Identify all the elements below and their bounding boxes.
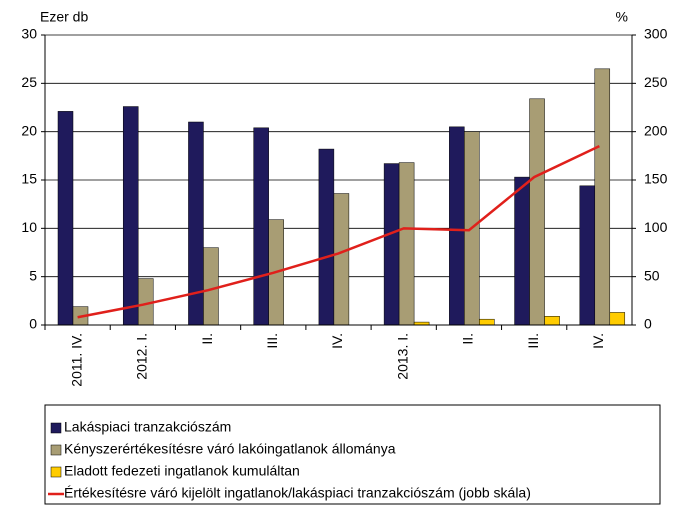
bar — [203, 247, 219, 326]
y2-tick-label: 100 — [644, 219, 668, 235]
bar — [333, 193, 350, 326]
bar — [579, 185, 596, 326]
y-tick-label: 0 — [29, 316, 37, 332]
y-axis-label: Ezer db — [40, 9, 88, 25]
bar — [253, 127, 269, 326]
x-tick-label: 2013. I. — [394, 333, 410, 380]
y2-axis-label: % — [616, 9, 628, 25]
x-tick-label: II. — [460, 333, 476, 345]
legend-label: Lakáspiaci tranzakciószám — [64, 419, 231, 435]
bar — [383, 163, 400, 326]
bar — [449, 126, 465, 326]
bar — [594, 68, 611, 326]
y2-tick-label: 150 — [644, 171, 668, 187]
x-tick-label: III. — [525, 333, 541, 349]
x-tick-label: III. — [264, 333, 280, 349]
y-tick-label: 15 — [21, 171, 37, 187]
legend-box — [44, 404, 661, 505]
bar — [57, 111, 74, 326]
bar — [122, 106, 139, 326]
legend-label: Kényszerértékesítésre váró lakóingatlano… — [64, 441, 396, 457]
x-tick-label: 2012. I. — [134, 333, 150, 380]
y2-tick-label: 300 — [644, 26, 668, 42]
bar — [544, 316, 560, 326]
y-tick-label: 20 — [21, 122, 37, 138]
bar — [318, 148, 335, 326]
legend-label: Eladott fedezeti ingatlanok kumuláltan — [64, 463, 300, 479]
bar — [398, 162, 415, 326]
legend-label: Értékesítésre váró kijelölt ingatlanok/l… — [64, 485, 531, 501]
x-tick-label: II. — [199, 333, 215, 345]
y2-tick-label: 50 — [644, 267, 660, 283]
line-series — [77, 145, 600, 319]
bar — [479, 318, 495, 326]
x-tick-label: IV. — [329, 333, 345, 349]
bar — [609, 312, 626, 326]
legend-marker — [50, 422, 62, 434]
y-tick-label: 25 — [21, 74, 37, 90]
y2-tick-label: 200 — [644, 122, 668, 138]
bar — [529, 98, 545, 326]
bar — [514, 176, 530, 326]
y2-tick-label: 250 — [644, 74, 668, 90]
y-tick-label: 5 — [29, 267, 37, 283]
legend-marker — [50, 466, 62, 478]
x-tick-label: IV. — [590, 333, 606, 349]
legend-marker — [50, 444, 62, 456]
x-tick-label: 2011. IV. — [68, 333, 84, 387]
y-tick-label: 10 — [21, 219, 37, 235]
y2-tick-label: 0 — [644, 316, 652, 332]
y-tick-label: 30 — [21, 26, 37, 42]
